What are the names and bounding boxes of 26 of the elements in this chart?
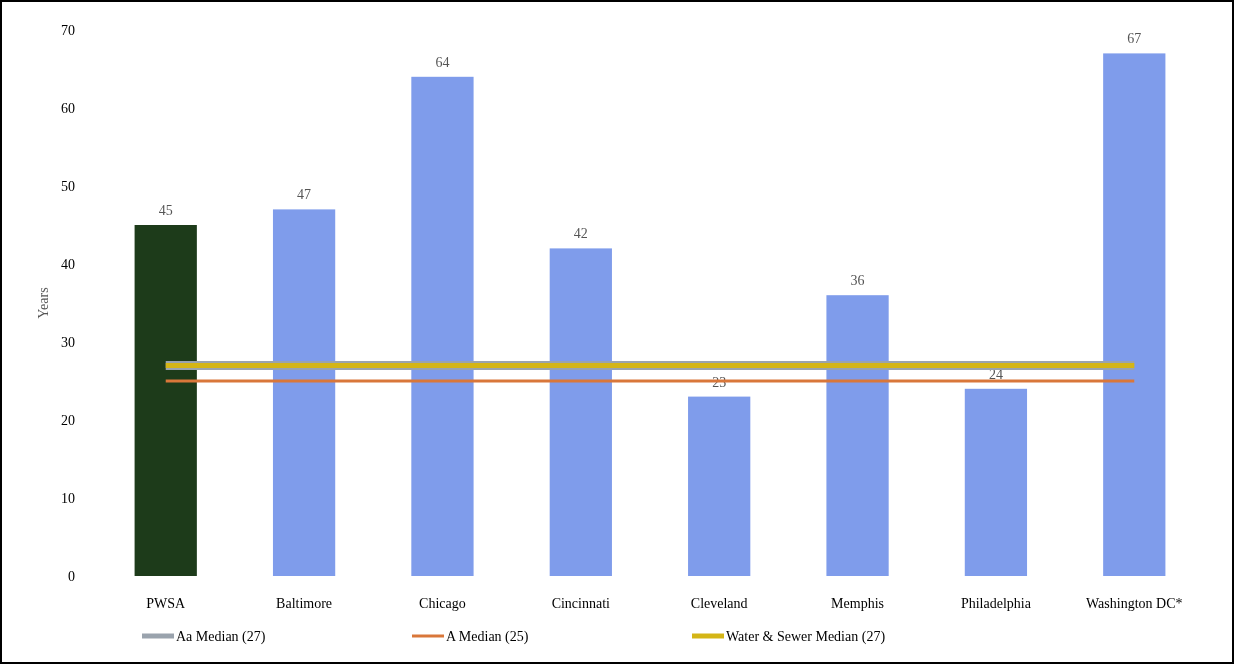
- y-axis-title: Years: [36, 287, 51, 319]
- data-label: 47: [297, 187, 312, 203]
- y-tick-label: 30: [61, 335, 75, 350]
- data-label: 42: [573, 226, 588, 242]
- legend-label: Aa Median (27): [176, 629, 266, 645]
- legend-label: Water & Sewer Median (27): [726, 629, 886, 645]
- x-tick-label: Cincinnati: [551, 596, 611, 611]
- x-tick-label: Chicago: [419, 596, 466, 611]
- x-tick-label: Washington DC*: [1086, 596, 1183, 611]
- y-tick-label: 0: [68, 569, 75, 584]
- legend-label: A Median (25): [446, 629, 529, 645]
- y-tick-label: 70: [61, 23, 75, 38]
- data-label: 64: [435, 54, 450, 70]
- x-tick-label: Philadelphia: [960, 596, 1032, 611]
- x-tick-label: Cleveland: [690, 596, 748, 611]
- x-tick-label: Memphis: [831, 596, 884, 611]
- y-tick-label: 50: [61, 179, 75, 194]
- data-label: 67: [1127, 31, 1142, 47]
- x-tick-label: Baltimore: [276, 596, 333, 611]
- y-tick-label: 40: [61, 257, 75, 272]
- y-tick-label: 60: [61, 101, 75, 116]
- y-tick-label: 20: [61, 413, 75, 428]
- data-label: 45: [158, 203, 173, 218]
- x-tick-label: PWSA: [146, 596, 187, 611]
- data-label: 36: [850, 273, 865, 289]
- y-tick-label: 10: [61, 491, 75, 506]
